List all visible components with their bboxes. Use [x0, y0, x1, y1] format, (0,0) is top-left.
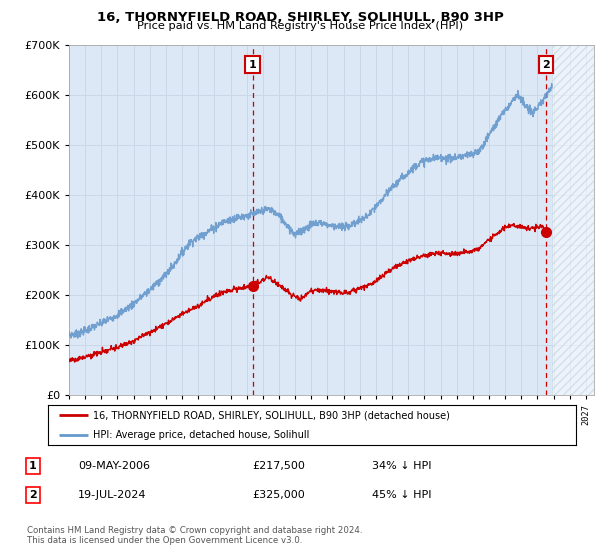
- Text: 16, THORNYFIELD ROAD, SHIRLEY, SOLIHULL, B90 3HP: 16, THORNYFIELD ROAD, SHIRLEY, SOLIHULL,…: [97, 11, 503, 24]
- Text: 16, THORNYFIELD ROAD, SHIRLEY, SOLIHULL, B90 3HP (detached house): 16, THORNYFIELD ROAD, SHIRLEY, SOLIHULL,…: [93, 410, 450, 421]
- Text: 34% ↓ HPI: 34% ↓ HPI: [372, 461, 431, 471]
- Text: Contains HM Land Registry data © Crown copyright and database right 2024.: Contains HM Land Registry data © Crown c…: [27, 526, 362, 535]
- Text: 09-MAY-2006: 09-MAY-2006: [78, 461, 150, 471]
- Text: £217,500: £217,500: [252, 461, 305, 471]
- Text: This data is licensed under the Open Government Licence v3.0.: This data is licensed under the Open Gov…: [27, 536, 302, 545]
- Text: 1: 1: [29, 461, 37, 471]
- Text: HPI: Average price, detached house, Solihull: HPI: Average price, detached house, Soli…: [93, 430, 309, 440]
- Text: Price paid vs. HM Land Registry's House Price Index (HPI): Price paid vs. HM Land Registry's House …: [137, 21, 463, 31]
- Text: 2: 2: [29, 490, 37, 500]
- Bar: [552, 45, 594, 395]
- Text: 2: 2: [542, 60, 550, 70]
- Text: 1: 1: [248, 60, 256, 70]
- Text: £325,000: £325,000: [252, 490, 305, 500]
- Text: 19-JUL-2024: 19-JUL-2024: [78, 490, 146, 500]
- Text: 45% ↓ HPI: 45% ↓ HPI: [372, 490, 431, 500]
